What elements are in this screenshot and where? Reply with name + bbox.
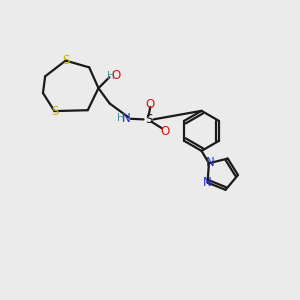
Text: O: O: [146, 98, 155, 111]
Text: N: N: [206, 156, 215, 169]
Text: S: S: [51, 105, 58, 118]
Text: O: O: [112, 69, 121, 82]
Text: H: H: [117, 113, 124, 123]
Text: H: H: [107, 71, 115, 81]
Text: S: S: [62, 54, 69, 67]
Text: O: O: [160, 125, 169, 138]
Text: N: N: [203, 176, 212, 189]
Text: N: N: [122, 112, 131, 125]
Text: S: S: [145, 113, 152, 126]
